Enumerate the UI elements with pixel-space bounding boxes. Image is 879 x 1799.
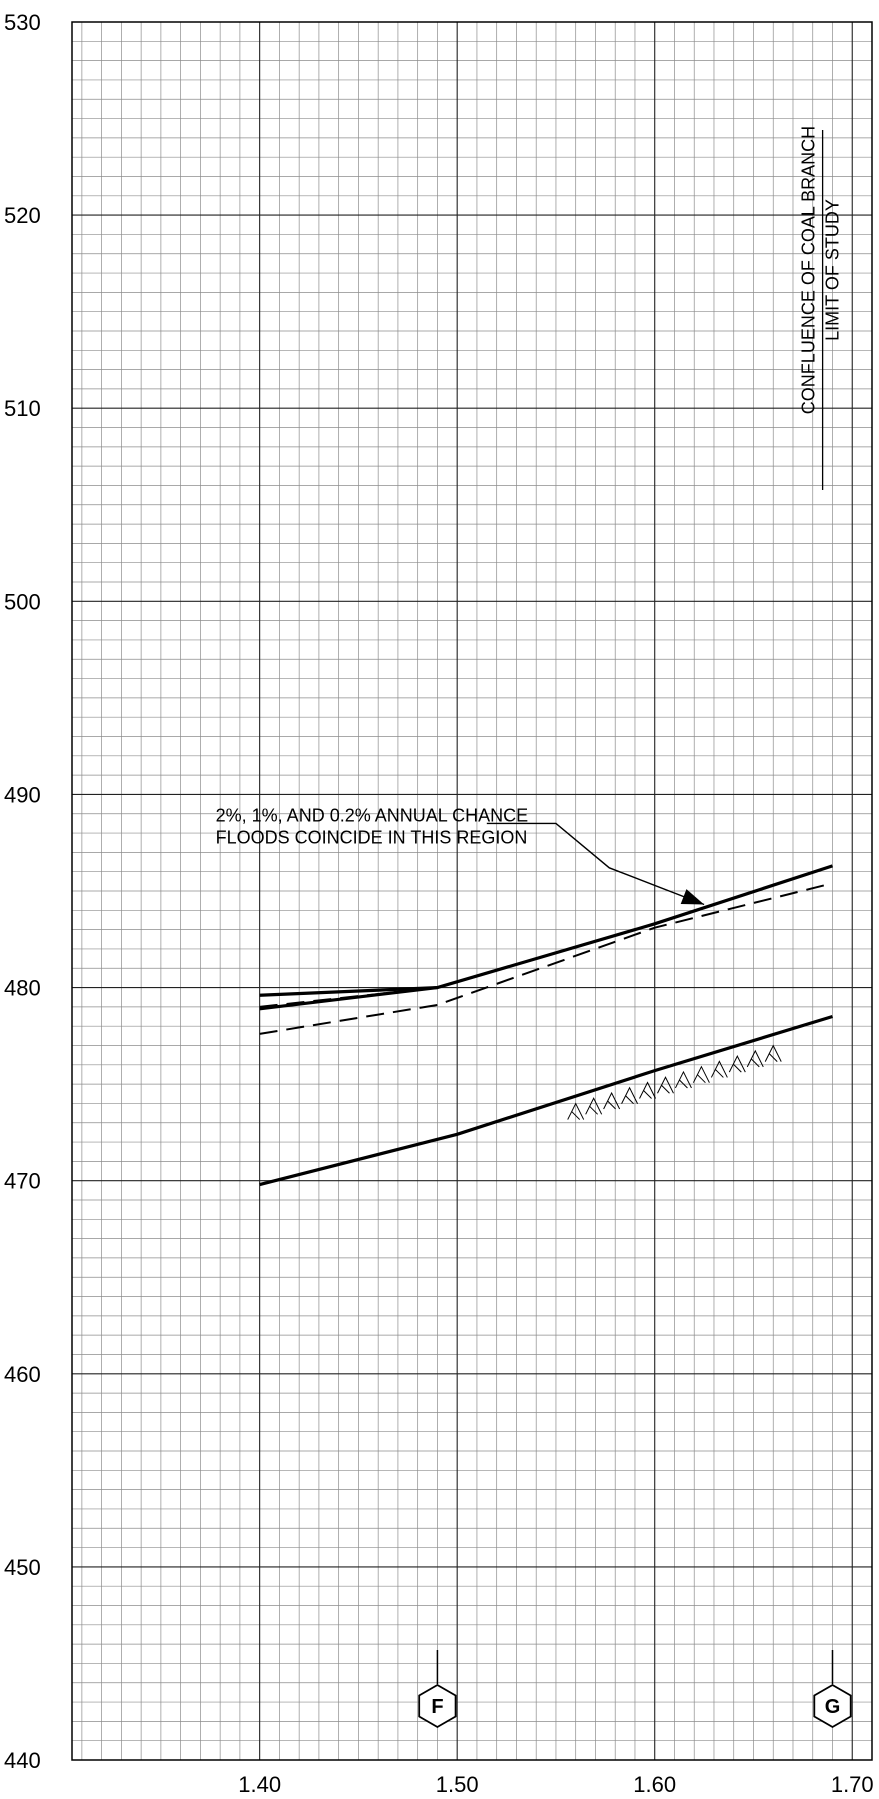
x-axis-tick-labels: 1.40 1.50 1.60 1.70 [238, 1772, 873, 1797]
y-tick-label: 480 [4, 976, 41, 1001]
channel-bottom-hatch [567, 1044, 782, 1120]
annotation-leader [486, 822, 705, 906]
x-tick-label: 1.60 [633, 1772, 676, 1797]
y-tick-label: 450 [4, 1555, 41, 1580]
hatch-mark [692, 1065, 710, 1083]
hatch-mark [585, 1097, 603, 1115]
x-tick-label: 1.50 [436, 1772, 479, 1797]
y-tick-label: 520 [4, 203, 41, 228]
hatch-mark [643, 1090, 652, 1099]
hatch-mark [746, 1049, 764, 1068]
cross-section-label: G [825, 1696, 841, 1718]
hatch-mark [571, 1111, 581, 1120]
plot-frame [71, 21, 873, 1761]
confluence-label: CONFLUENCE OF COAL BRANCH LIMIT OF STUDY [799, 126, 843, 414]
y-tick-label: 510 [4, 396, 41, 421]
cross-section-label: F [431, 1696, 443, 1718]
hatch-mark [625, 1095, 634, 1105]
cross-section-hexagon [813, 1683, 852, 1729]
y-tick-label: 470 [4, 1169, 41, 1194]
hatch-mark [697, 1074, 706, 1084]
hatch-mark [603, 1091, 621, 1110]
y-tick-label: 500 [4, 589, 41, 614]
cross-section-hexagon [418, 1683, 457, 1729]
y-axis-tick-labels: 440 450 460 470 480 490 500 510 520 530 [4, 10, 41, 1773]
hatch-mark [750, 1058, 760, 1068]
y-tick-label: 440 [4, 1748, 41, 1773]
hatch-mark [710, 1060, 728, 1078]
annotation-arrowhead [680, 889, 705, 905]
hatch-mark [679, 1079, 688, 1089]
hatch-mark [661, 1084, 670, 1094]
confluence-text: CONFLUENCE OF COAL BRANCH [799, 126, 819, 414]
hatch-mark [621, 1086, 639, 1104]
y-tick-label: 460 [4, 1362, 41, 1387]
hatch-mark [589, 1105, 599, 1115]
y-tick-label: 530 [4, 10, 41, 35]
hatch-mark [728, 1055, 746, 1073]
profile-line [259, 882, 833, 1035]
x-tick-label: 1.70 [831, 1772, 874, 1797]
annotation-text: FLOODS COINCIDE IN THIS REGION [216, 827, 528, 847]
x-tick-label: 1.40 [238, 1772, 281, 1797]
hatch-mark [732, 1063, 742, 1073]
hatch-mark [607, 1100, 616, 1110]
profile-line [259, 1014, 833, 1187]
grid-minor-lines [72, 22, 873, 1760]
profile-line [259, 986, 438, 1008]
profile-series [259, 864, 833, 1187]
annotation-text: 2%, 1%, AND 0.2% ANNUAL CHANCE [216, 805, 528, 825]
y-tick-label: 490 [4, 782, 41, 807]
hatch-mark [675, 1070, 692, 1089]
hatch-mark [639, 1081, 656, 1099]
hatch-mark [657, 1076, 674, 1094]
limit-of-study-text: LIMIT OF STUDY [823, 199, 843, 341]
profile-line [259, 985, 438, 997]
hatch-mark [764, 1044, 782, 1062]
hatch-mark [567, 1102, 585, 1120]
hatch-mark [715, 1069, 724, 1078]
hatch-mark [768, 1053, 778, 1062]
